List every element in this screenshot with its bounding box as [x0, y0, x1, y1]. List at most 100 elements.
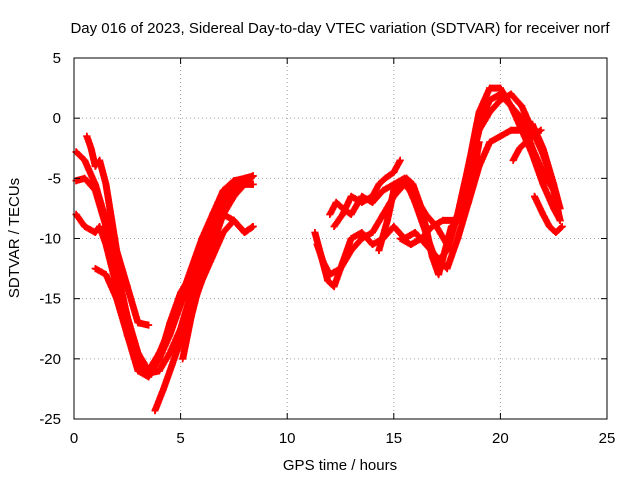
data-point [545, 223, 553, 230]
y-tick-label: -20 [39, 351, 61, 368]
data-point [83, 132, 91, 140]
data-point [458, 210, 466, 218]
data-point [358, 229, 366, 236]
data-point [556, 204, 564, 212]
x-axis-label: GPS time / hours [283, 457, 397, 474]
data-point [249, 180, 257, 188]
y-axis-label: SDTVAR / TECUs [6, 178, 23, 298]
data-point [358, 192, 366, 200]
data-point [198, 271, 206, 279]
data-point [486, 138, 494, 146]
x-tick-label: 25 [599, 430, 616, 447]
data-point [418, 235, 425, 242]
data-point [145, 373, 153, 381]
x-tick-label: 15 [385, 430, 402, 447]
data-point [347, 247, 355, 254]
series-track-4 [83, 132, 153, 329]
data-point [518, 126, 526, 134]
data-point [168, 361, 176, 369]
data-point [113, 247, 121, 254]
series-track-16 [531, 192, 566, 236]
data-point [539, 144, 547, 152]
data-point [552, 229, 560, 236]
data-point [177, 295, 185, 303]
data-point [209, 210, 217, 218]
data-point [507, 90, 515, 98]
data-point [396, 180, 404, 188]
data-point [381, 174, 389, 182]
data-point [507, 102, 515, 110]
data-point [241, 229, 249, 236]
data-point [369, 192, 376, 200]
y-tick-label: -10 [39, 231, 61, 248]
data-point [539, 210, 547, 218]
data-point [507, 126, 515, 134]
data-point [369, 241, 376, 248]
data-point [443, 265, 451, 273]
data-point [347, 235, 355, 242]
y-tick-label: -15 [39, 291, 61, 308]
data-point [134, 361, 142, 369]
data-point [134, 367, 142, 375]
data-point [81, 174, 89, 182]
data-point [155, 367, 163, 375]
data-point [102, 241, 110, 248]
data-point [528, 150, 536, 158]
data-point [396, 235, 404, 242]
axes: -25 -20 -15 -10 -5 0 5 0 5 10 15 20 25 [39, 50, 615, 447]
y-tick-label: 0 [53, 110, 61, 127]
data-point [411, 229, 419, 236]
data-point [330, 283, 338, 291]
data-point [550, 180, 558, 188]
data-point [187, 265, 195, 273]
series-track-5 [91, 180, 257, 375]
data-point [496, 96, 504, 104]
data-point [145, 321, 153, 329]
data-point [219, 192, 227, 200]
data-point [123, 283, 131, 291]
data-point [166, 349, 174, 357]
data-point [332, 198, 340, 206]
data-point [496, 132, 504, 140]
data-point [556, 216, 564, 224]
y-tick-label: -25 [39, 411, 61, 428]
data-point [230, 180, 238, 188]
data-point [409, 180, 417, 188]
data-point [422, 223, 430, 230]
data-point [219, 210, 227, 218]
data-point [102, 271, 110, 279]
x-tick-label: 10 [279, 430, 296, 447]
data-point [209, 241, 217, 248]
data-point [486, 108, 494, 116]
data-point [403, 174, 411, 182]
data-point [166, 325, 174, 333]
data-point [198, 253, 206, 260]
data-point [324, 277, 332, 285]
data-point [379, 186, 387, 194]
data-point [87, 144, 95, 152]
x-tick-label: 20 [492, 430, 509, 447]
data-point [550, 204, 558, 212]
data-point [528, 132, 536, 140]
data-point [102, 223, 110, 230]
data-point [230, 192, 238, 200]
data-series [72, 84, 566, 415]
data-point [347, 210, 355, 218]
data-point [91, 265, 99, 273]
data-point [475, 162, 483, 170]
data-point [558, 223, 566, 230]
data-point [435, 271, 443, 279]
data-point [358, 198, 366, 206]
data-point [415, 198, 423, 206]
data-point [522, 138, 530, 146]
y-tick-label: 5 [53, 50, 61, 67]
series-track-11 [330, 156, 404, 230]
data-point [187, 313, 195, 321]
data-point [145, 367, 153, 375]
data-point [454, 235, 462, 242]
data-point [326, 210, 334, 218]
x-tick-label: 5 [176, 430, 184, 447]
data-point [441, 247, 449, 254]
data-point [155, 349, 163, 357]
